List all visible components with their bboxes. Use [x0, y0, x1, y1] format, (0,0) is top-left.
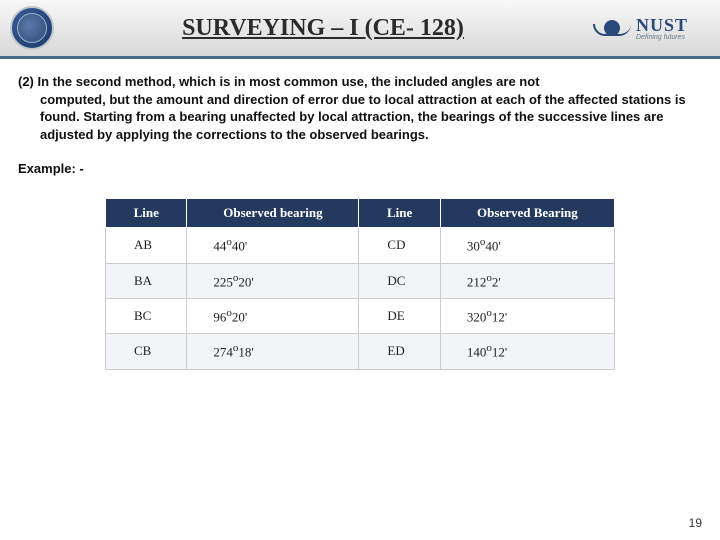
- cell-line: CB: [106, 334, 187, 369]
- institution-seal-icon: [10, 6, 54, 50]
- cell-bearing: 225o20': [187, 263, 359, 298]
- slide-header: SURVEYING – I (CE- 128) NUST Defining fu…: [0, 0, 720, 58]
- table-row: BC 96o20' DE 320o12': [106, 298, 615, 333]
- table-row: AB 44o40' CD 30o40': [106, 228, 615, 263]
- nust-mark-icon: [592, 8, 632, 48]
- title-wrap: SURVEYING – I (CE- 128): [54, 15, 592, 42]
- col-observed-bearing-1: Observed bearing: [187, 199, 359, 228]
- nust-tagline: Defining futures: [636, 34, 688, 41]
- cell-bearing: 212o2': [440, 263, 614, 298]
- cell-bearing: 274o18': [187, 334, 359, 369]
- cell-line: BA: [106, 263, 187, 298]
- table-row: CB 274o18' ED 140o12': [106, 334, 615, 369]
- cell-bearing: 320o12': [440, 298, 614, 333]
- cell-line: BC: [106, 298, 187, 333]
- page-title: SURVEYING – I (CE- 128): [182, 15, 464, 41]
- nust-logo: NUST Defining futures: [592, 6, 712, 50]
- cell-bearing: 30o40': [440, 228, 614, 263]
- cell-line: CD: [359, 228, 440, 263]
- bearings-table-wrap: Line Observed bearing Line Observed Bear…: [105, 198, 615, 369]
- cell-line: DE: [359, 298, 440, 333]
- table-body: AB 44o40' CD 30o40' BA 225o20' DC 212o2'…: [106, 228, 615, 369]
- col-line-1: Line: [106, 199, 187, 228]
- method-paragraph: (2) In the second method, which is in mo…: [18, 73, 702, 143]
- nust-text-wrap: NUST Defining futures: [636, 16, 688, 41]
- bearings-table: Line Observed bearing Line Observed Bear…: [105, 198, 615, 369]
- table-header-row: Line Observed bearing Line Observed Bear…: [106, 199, 615, 228]
- seal-inner-icon: [17, 13, 47, 43]
- para-lead: (2) In the second method, which is in mo…: [18, 74, 540, 89]
- table-row: BA 225o20' DC 212o2': [106, 263, 615, 298]
- cell-bearing: 96o20': [187, 298, 359, 333]
- cell-bearing: 44o40': [187, 228, 359, 263]
- col-line-2: Line: [359, 199, 440, 228]
- cell-line: DC: [359, 263, 440, 298]
- cell-line: AB: [106, 228, 187, 263]
- nust-text: NUST: [636, 16, 688, 34]
- example-label: Example: -: [18, 161, 702, 176]
- cell-line: ED: [359, 334, 440, 369]
- col-observed-bearing-2: Observed Bearing: [440, 199, 614, 228]
- para-rest: computed, but the amount and direction o…: [40, 91, 702, 144]
- content-area: (2) In the second method, which is in mo…: [0, 59, 720, 370]
- cell-bearing: 140o12': [440, 334, 614, 369]
- page-number: 19: [689, 516, 702, 530]
